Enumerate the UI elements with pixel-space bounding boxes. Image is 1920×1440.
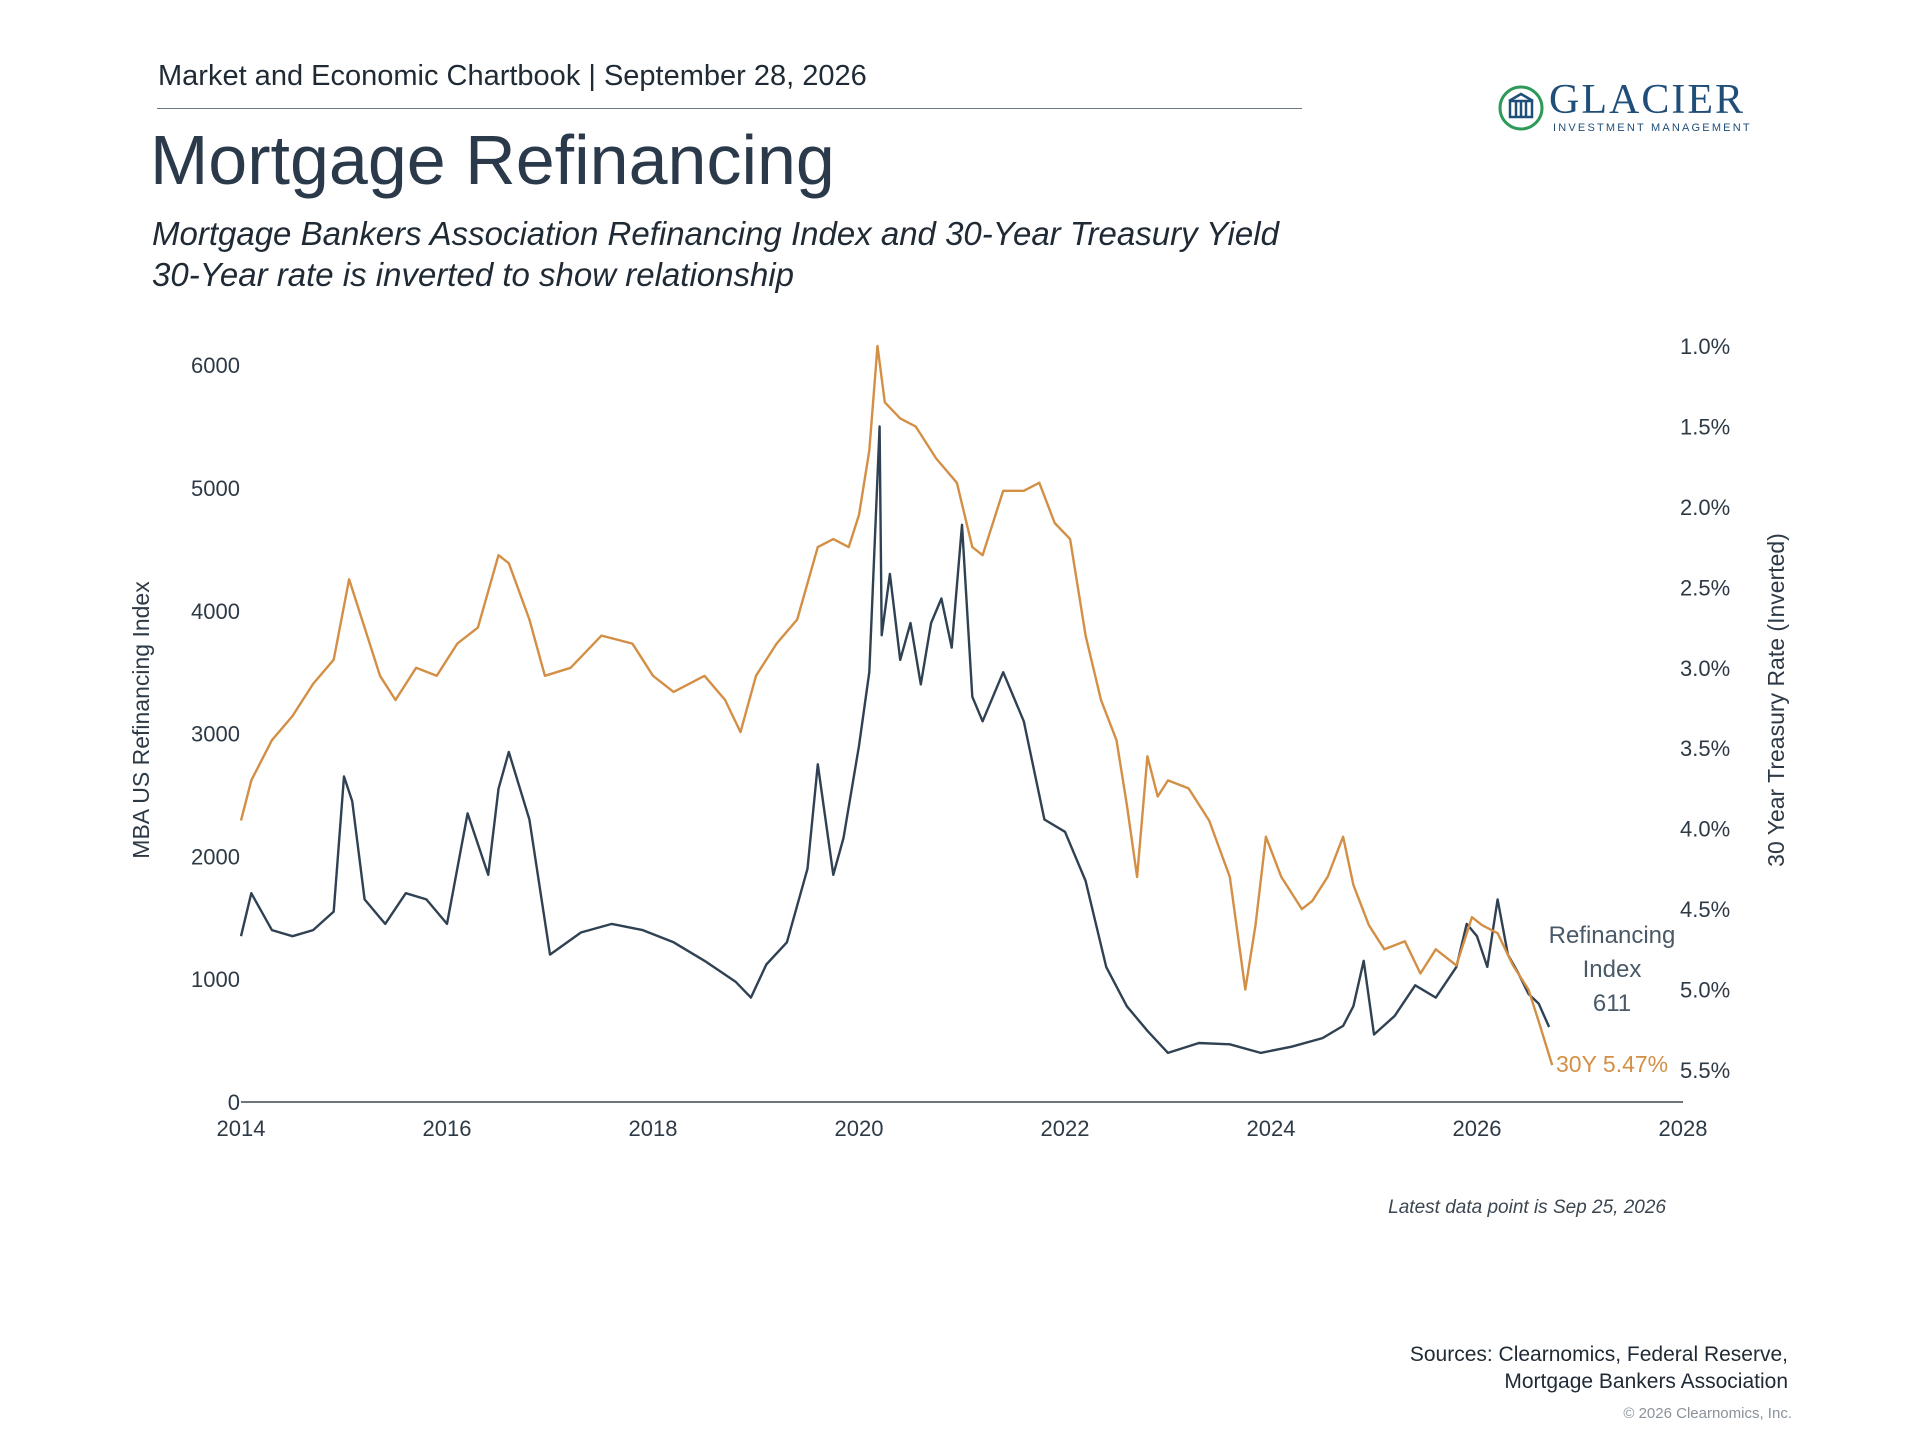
latest-data-note: Latest data point is Sep 25, 2026 (1388, 1197, 1666, 1218)
logo-name: GLACIER (1549, 77, 1745, 123)
right-y-tick-label: 2.5% (1680, 575, 1730, 600)
treasury-end-label: 30Y 5.47% (1556, 1051, 1668, 1077)
left-y-tick-label: 0 (228, 1090, 240, 1115)
left-y-tick-label: 5000 (191, 476, 240, 501)
logo-tagline: INVESTMENT MANAGEMENT (1553, 122, 1752, 134)
glacier-building-icon (1498, 85, 1544, 131)
x-tick-label: 2026 (1453, 1116, 1502, 1141)
header-divider (157, 108, 1302, 109)
page-title: Mortgage Refinancing (150, 121, 835, 199)
sources-line-1: Sources: Clearnomics, Federal Reserve, (1409, 1343, 1788, 1366)
x-tick-label: 2028 (1659, 1116, 1708, 1141)
chart-subtitle-note: 30-Year rate is inverted to show relatio… (152, 256, 795, 293)
x-tick-label: 2020 (835, 1116, 884, 1141)
chartbook-header: Market and Economic Chartbook | Septembe… (158, 60, 867, 92)
chart-subtitle: Mortgage Bankers Association Refinancing… (152, 215, 1279, 252)
right-y-tick-label: 4.0% (1680, 817, 1730, 842)
left-y-tick-label: 2000 (191, 844, 240, 869)
right-y-tick-label: 1.5% (1680, 414, 1730, 439)
treasury-yield-line (239, 344, 1554, 1066)
left-y-tick-label: 3000 (191, 722, 240, 747)
refinancing-index-line (239, 425, 1551, 1055)
left-y-tick-label: 6000 (191, 353, 240, 378)
x-tick-label: 2024 (1247, 1116, 1296, 1141)
right-y-axis-label: 30 Year Treasury Rate (Inverted) (1763, 533, 1789, 867)
x-tick-label: 2018 (629, 1116, 678, 1141)
copyright: © 2026 Clearnomics, Inc. (1623, 1405, 1792, 1422)
refinancing-end-label: Index (1583, 956, 1642, 983)
right-y-tick-label: 3.5% (1680, 736, 1730, 761)
right-y-tick-label: 4.5% (1680, 897, 1730, 922)
right-y-tick-label: 1.0% (1680, 334, 1730, 359)
right-y-tick-label: 2.0% (1680, 495, 1730, 520)
x-tick-label: 2014 (217, 1116, 266, 1141)
x-tick-label: 2016 (423, 1116, 472, 1141)
sources-line-2: Mortgage Bankers Association (1504, 1370, 1788, 1393)
company-logo: GLACIER INVESTMENT MANAGEMENT (1497, 77, 1767, 136)
x-tick-label: 2022 (1041, 1116, 1090, 1141)
right-y-tick-label: 3.0% (1680, 656, 1730, 681)
right-y-tick-label: 5.5% (1680, 1058, 1730, 1083)
refinancing-end-label: Refinancing (1549, 922, 1676, 949)
left-y-tick-label: 4000 (191, 599, 240, 624)
left-y-tick-label: 1000 (191, 967, 240, 992)
refinancing-end-label: 611 (1593, 990, 1631, 1017)
right-y-tick-label: 5.0% (1680, 978, 1730, 1003)
left-y-axis-label: MBA US Refinancing Index (128, 581, 154, 859)
